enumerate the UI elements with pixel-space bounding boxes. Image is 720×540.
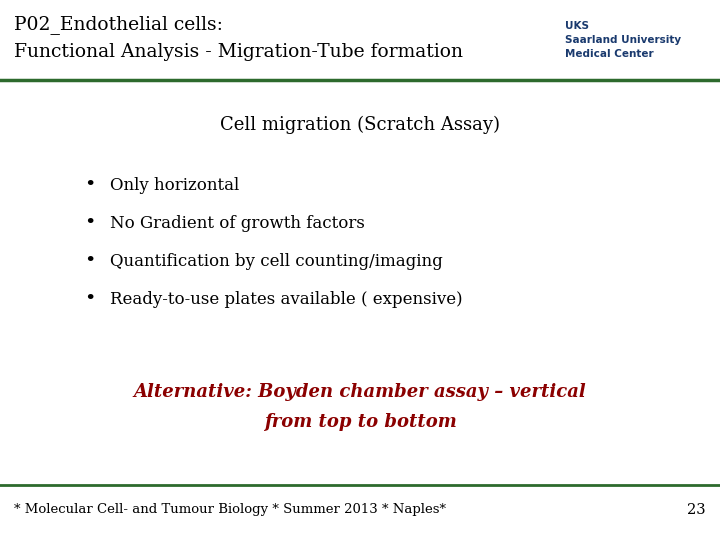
Text: •: • bbox=[84, 214, 96, 232]
Text: •: • bbox=[84, 252, 96, 270]
Text: No Gradient of growth factors: No Gradient of growth factors bbox=[110, 214, 365, 232]
Text: Only horizontal: Only horizontal bbox=[110, 177, 239, 193]
Text: P02_Endothelial cells:: P02_Endothelial cells: bbox=[14, 16, 223, 35]
Text: Quantification by cell counting/imaging: Quantification by cell counting/imaging bbox=[110, 253, 443, 269]
Text: Functional Analysis - Migration-Tube formation: Functional Analysis - Migration-Tube for… bbox=[14, 43, 463, 61]
Text: UKS
Saarland University
Medical Center: UKS Saarland University Medical Center bbox=[565, 21, 681, 59]
Text: 23: 23 bbox=[688, 503, 706, 517]
Text: Ready-to-use plates available ( expensive): Ready-to-use plates available ( expensiv… bbox=[110, 291, 463, 307]
Text: * Molecular Cell- and Tumour Biology * Summer 2013 * Naples*: * Molecular Cell- and Tumour Biology * S… bbox=[14, 503, 446, 516]
Text: •: • bbox=[84, 290, 96, 308]
Text: Alternative: Boyden chamber assay – vertical: Alternative: Boyden chamber assay – vert… bbox=[134, 383, 586, 401]
Text: •: • bbox=[84, 176, 96, 194]
Text: Cell migration (Scratch Assay): Cell migration (Scratch Assay) bbox=[220, 116, 500, 134]
Text: from top to bottom: from top to bottom bbox=[264, 413, 456, 431]
